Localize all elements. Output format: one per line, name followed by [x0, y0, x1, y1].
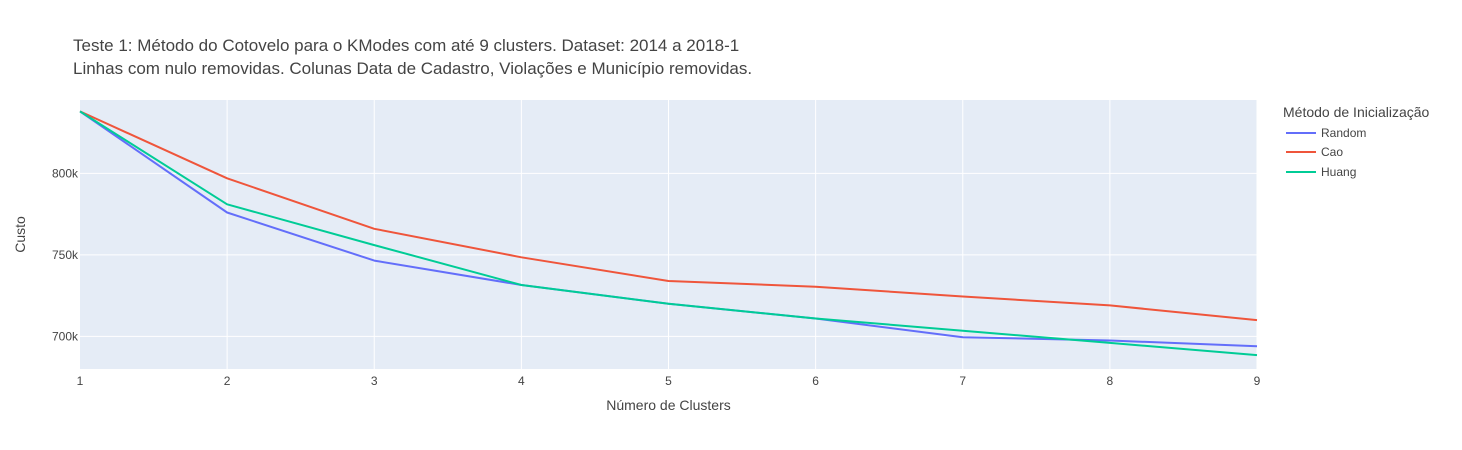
x-axis-ticks: 1 2 3 4 5 6 7 8 9: [77, 374, 1261, 388]
legend-label: Cao: [1321, 145, 1344, 160]
chart-title-line-1: Teste 1: Método do Cotovelo para o KMode…: [73, 36, 740, 55]
legend-swatch: [1286, 151, 1316, 154]
chart-title: Teste 1: Método do Cotovelo para o KMode…: [73, 34, 752, 80]
legend-item-random[interactable]: Random: [1283, 123, 1429, 143]
x-axis-title: Número de Clusters: [606, 397, 731, 413]
x-tick-label: 3: [371, 374, 378, 388]
x-tick-label: 7: [959, 374, 966, 388]
x-tick-label: 1: [77, 374, 84, 388]
y-tick-label: 800k: [52, 166, 79, 180]
y-tick-label: 750k: [52, 248, 79, 262]
x-tick-label: 6: [812, 374, 819, 388]
y-tick-label: 700k: [52, 329, 79, 343]
x-tick-label: 2: [224, 374, 231, 388]
legend-swatch: [1286, 131, 1316, 134]
legend-item-huang[interactable]: Huang: [1283, 162, 1429, 182]
legend: Método de Inicialização Random Cao Huang: [1283, 104, 1429, 182]
x-tick-label: 8: [1107, 374, 1114, 388]
x-tick-label: 9: [1254, 374, 1261, 388]
legend-swatch: [1286, 170, 1316, 173]
y-axis-ticks: 700k 750k 800k: [52, 166, 79, 343]
legend-title: Método de Inicialização: [1283, 104, 1430, 120]
legend-label: Random: [1321, 125, 1367, 140]
legend-label: Huang: [1321, 164, 1357, 179]
legend-item-cao[interactable]: Cao: [1283, 143, 1429, 163]
legend-items: Random Cao Huang: [1283, 123, 1429, 182]
x-tick-label: 4: [518, 374, 525, 388]
chart-title-line-2: Linhas com nulo removidas. Colunas Data …: [73, 59, 753, 78]
y-axis-title: Custo: [12, 216, 28, 253]
x-tick-label: 5: [665, 374, 672, 388]
gridlines: [80, 100, 1258, 369]
series-line-huang: [79, 110, 1258, 357]
series-lines: [79, 110, 1258, 357]
series-line-cao: [79, 110, 1258, 322]
